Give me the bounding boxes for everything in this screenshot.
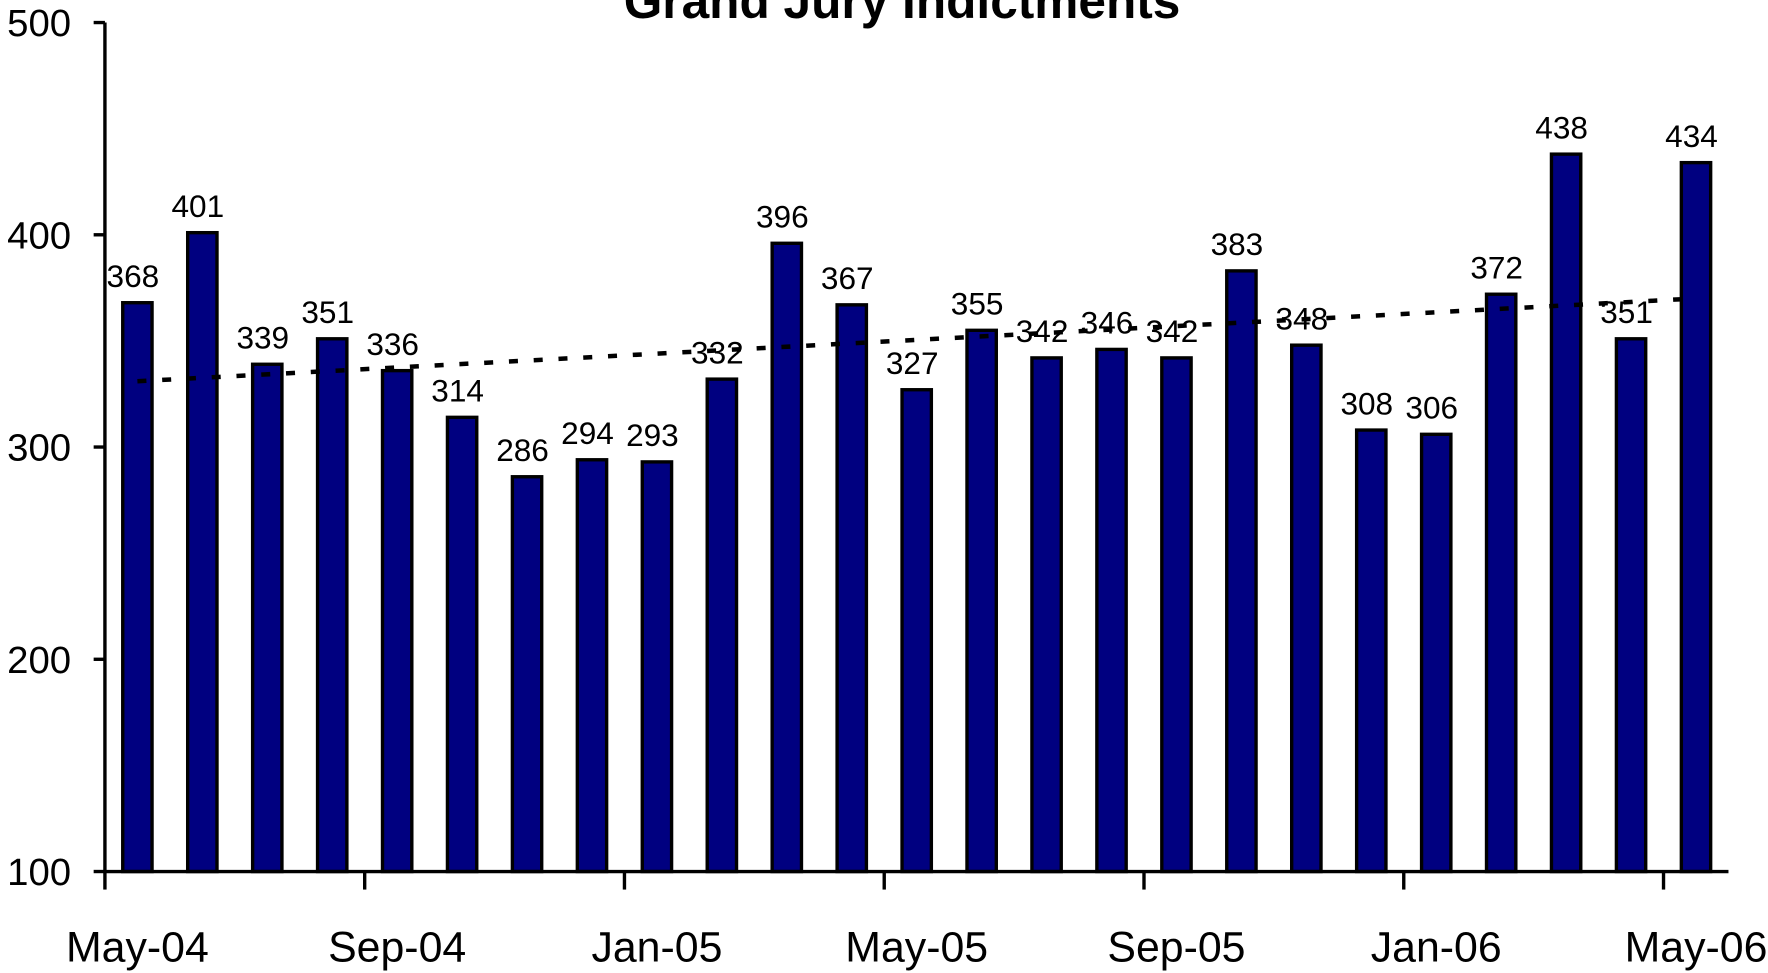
bar xyxy=(510,475,544,874)
data-label: 327 xyxy=(886,345,939,381)
y-tick-label: 500 xyxy=(7,2,71,45)
x-tick-label: Sep-04 xyxy=(328,924,466,972)
bar xyxy=(640,460,674,874)
x-tick-label: Jan-06 xyxy=(1371,924,1502,972)
bar xyxy=(1095,347,1128,874)
bar xyxy=(1160,356,1193,874)
bar xyxy=(1614,337,1648,874)
bar xyxy=(705,377,739,874)
x-tick-label: Sep-05 xyxy=(1107,924,1245,972)
data-label: 438 xyxy=(1535,109,1588,145)
y-tick-label: 200 xyxy=(7,639,71,682)
x-tick-label: May-06 xyxy=(1625,924,1768,972)
bar xyxy=(1549,152,1583,874)
data-label: 383 xyxy=(1211,226,1264,262)
data-label: 306 xyxy=(1405,390,1458,426)
data-label: 308 xyxy=(1340,385,1393,421)
bar xyxy=(1484,292,1518,874)
data-label: 367 xyxy=(821,260,874,296)
bar xyxy=(121,301,154,874)
data-label: 355 xyxy=(951,286,1004,322)
data-label: 294 xyxy=(561,415,614,451)
bar xyxy=(185,230,219,874)
bar xyxy=(315,337,349,874)
data-label: 286 xyxy=(496,432,549,468)
data-label: 401 xyxy=(172,188,225,224)
bar xyxy=(1679,160,1713,874)
y-tick-label: 100 xyxy=(7,851,71,894)
data-label: 336 xyxy=(366,326,419,362)
bar xyxy=(1419,432,1453,874)
data-label: 396 xyxy=(756,198,809,234)
bar xyxy=(575,458,609,874)
x-tick-label: May-04 xyxy=(66,924,209,972)
data-label: 346 xyxy=(1081,305,1134,341)
bar xyxy=(900,388,934,874)
bar xyxy=(1289,343,1323,874)
bar xyxy=(965,328,998,874)
chart-title: Grand Jury Indictments xyxy=(624,0,1181,29)
bar xyxy=(770,241,804,874)
data-label: 332 xyxy=(691,334,744,370)
y-tick-label: 300 xyxy=(7,427,71,470)
bar xyxy=(1030,356,1063,874)
data-label: 342 xyxy=(1146,313,1199,349)
bar xyxy=(1225,269,1258,874)
bar xyxy=(445,415,479,874)
data-label: 339 xyxy=(236,319,289,355)
bar xyxy=(1354,428,1388,874)
data-label: 314 xyxy=(431,373,484,409)
data-label: 293 xyxy=(626,417,679,453)
bar xyxy=(380,368,414,874)
bar xyxy=(835,303,869,874)
data-label: 368 xyxy=(107,258,160,294)
data-label: 351 xyxy=(1600,294,1653,330)
bar xyxy=(250,362,284,874)
x-tick-label: May-05 xyxy=(845,924,988,972)
data-label: 351 xyxy=(301,294,354,330)
x-tick-label: Jan-05 xyxy=(591,924,722,972)
y-tick-label: 400 xyxy=(7,214,71,257)
data-label: 434 xyxy=(1665,118,1718,154)
data-label: 372 xyxy=(1470,249,1523,285)
